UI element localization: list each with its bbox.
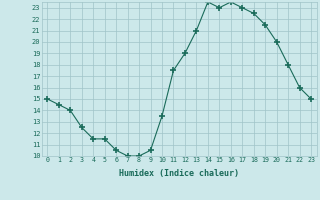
X-axis label: Humidex (Indice chaleur): Humidex (Indice chaleur) <box>119 169 239 178</box>
